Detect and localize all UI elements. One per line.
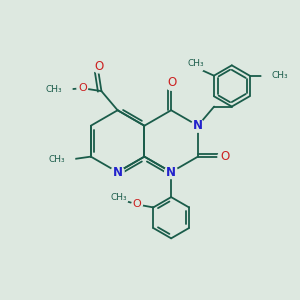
Circle shape — [132, 199, 142, 210]
Circle shape — [57, 151, 75, 168]
Circle shape — [93, 61, 105, 73]
Circle shape — [262, 68, 278, 84]
Text: O: O — [94, 60, 104, 73]
Text: N: N — [112, 166, 123, 178]
Circle shape — [111, 166, 124, 178]
Text: N: N — [166, 166, 176, 178]
Circle shape — [165, 166, 178, 178]
Circle shape — [218, 150, 231, 163]
Circle shape — [111, 189, 128, 206]
Text: CH₃: CH₃ — [48, 155, 65, 164]
Text: O: O — [221, 150, 230, 163]
Circle shape — [188, 56, 205, 73]
Text: O: O — [78, 83, 87, 93]
Text: O: O — [133, 200, 142, 209]
Circle shape — [77, 83, 88, 94]
Circle shape — [165, 77, 178, 90]
Circle shape — [191, 119, 204, 132]
Text: CH₃: CH₃ — [110, 193, 127, 202]
Text: CH₃: CH₃ — [188, 59, 205, 68]
Text: CH₃: CH₃ — [45, 85, 62, 94]
Text: N: N — [193, 119, 203, 132]
Text: O: O — [167, 76, 176, 89]
Text: CH₃: CH₃ — [272, 71, 288, 80]
Circle shape — [54, 81, 72, 98]
